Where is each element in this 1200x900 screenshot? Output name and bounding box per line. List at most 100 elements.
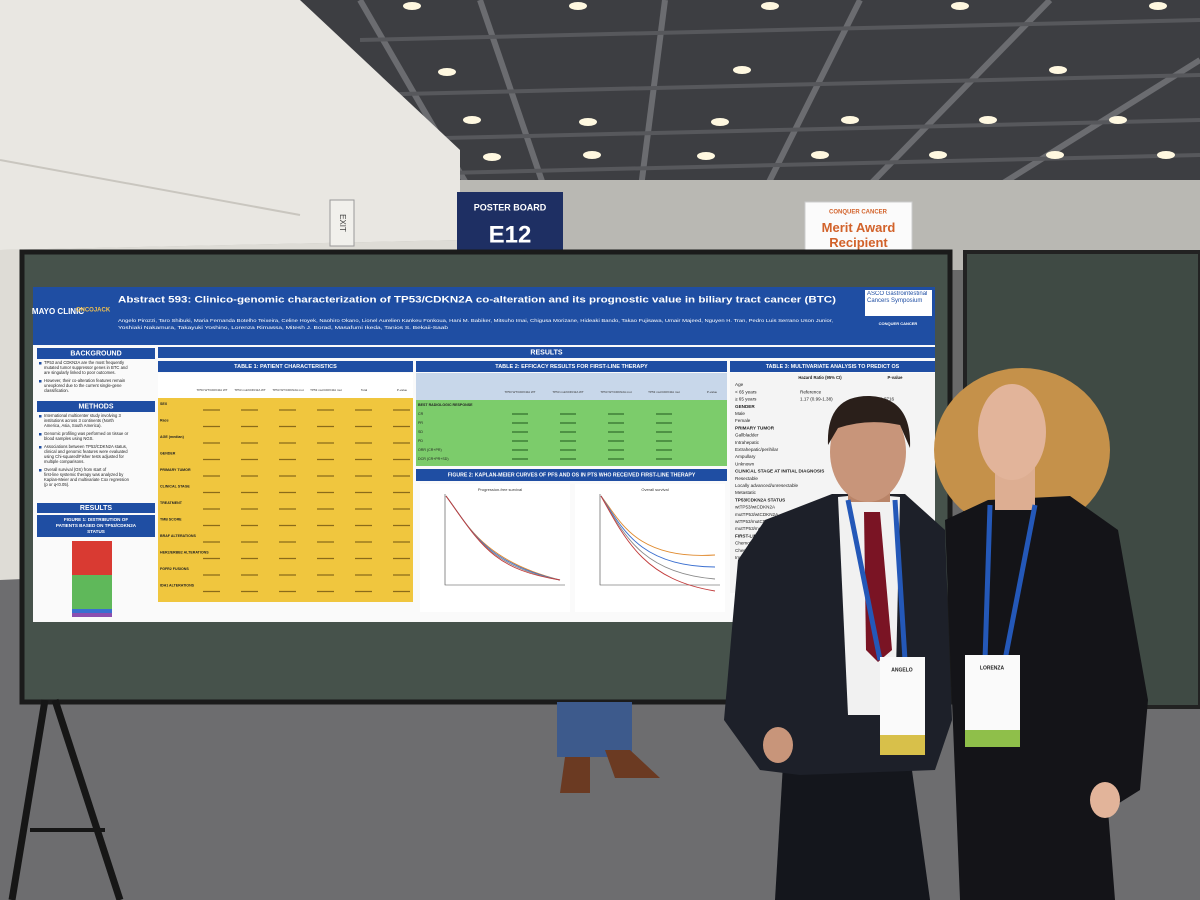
row-label: IDH1 ALTERATIONS bbox=[160, 583, 195, 587]
row-label: BRAF ALTERATIONS bbox=[160, 534, 196, 538]
column-header: TP53 mut/CDKN2A WT bbox=[552, 390, 584, 394]
ceiling-light bbox=[841, 116, 859, 124]
row-label: Metastatic bbox=[735, 490, 757, 495]
ceiling-light bbox=[1109, 116, 1127, 124]
row-label: ORR (CR+PR) bbox=[418, 448, 442, 452]
row-label: Extrahepatic/perihilar bbox=[735, 447, 779, 452]
stacked-segment bbox=[72, 575, 112, 609]
row-label: ≥ 65 years bbox=[735, 397, 757, 402]
section-title: TABLE 3: MULTIVARIATE ANALYSIS TO PREDIC… bbox=[766, 364, 900, 370]
ceiling-light bbox=[1149, 2, 1167, 10]
column-header: Total bbox=[361, 388, 368, 392]
ceiling-light bbox=[569, 2, 587, 10]
row-label: TMB SCORE bbox=[160, 517, 182, 521]
ceiling-light bbox=[583, 151, 601, 159]
cell-text: 0.0716 bbox=[880, 397, 894, 402]
plot-axes bbox=[599, 494, 720, 586]
row-label: PRIMARY TUMOR bbox=[735, 425, 775, 430]
bullet bbox=[39, 362, 42, 365]
side-wall bbox=[0, 0, 460, 250]
row-label: mutTP53/wtCDKN2A bbox=[735, 512, 779, 517]
column-header: TP53 WT/CDKN2A mut bbox=[272, 388, 304, 392]
row-label: Locally advanced/unresectable bbox=[735, 483, 799, 488]
plot-title: Progression-free survival bbox=[478, 487, 522, 492]
hand bbox=[1090, 782, 1120, 818]
plot-axes bbox=[444, 494, 565, 586]
stacked-segment bbox=[72, 541, 112, 575]
poster: MAYO CLINIC ONCOJACK ASCO Gastrointestin… bbox=[32, 287, 935, 622]
symposium-logo: ASCO Gastrointestinal Cancers Symposium bbox=[867, 291, 927, 304]
badge-name: ANGELO bbox=[891, 667, 913, 673]
section-header bbox=[158, 361, 413, 372]
symposium-logo-box bbox=[865, 290, 932, 316]
ceiling-light bbox=[1049, 66, 1067, 74]
award-title-box: Merit Award Recipient bbox=[822, 220, 896, 250]
km-curve bbox=[600, 495, 716, 580]
row-label: Race bbox=[160, 418, 169, 422]
column-header: P-value bbox=[888, 375, 904, 380]
beam bbox=[359, 118, 1200, 142]
cell-text: 1.17 (0.99-1.38) bbox=[800, 397, 833, 402]
easel-leg bbox=[51, 698, 124, 900]
section-header bbox=[158, 347, 935, 358]
row-label: CLINICAL STAGE AT INITIAL DIAGNOSIS bbox=[735, 469, 824, 474]
easel-legs bbox=[8, 698, 124, 900]
section-title: TABLE 2: EFFICACY RESULTS FOR FIRST-LINE… bbox=[495, 364, 648, 370]
row-label: Male bbox=[735, 411, 745, 416]
bullet-text: International multicenter study involvin… bbox=[44, 413, 121, 428]
row-label: DCR (CR+PR+SD) bbox=[418, 457, 449, 461]
background-person-legs bbox=[557, 702, 632, 757]
bullet bbox=[39, 446, 42, 449]
row-label: TREATMENT bbox=[160, 501, 183, 505]
section-header bbox=[37, 401, 155, 412]
table-body bbox=[158, 398, 413, 602]
row-label: < 65 years bbox=[735, 389, 757, 394]
background-person-shoes bbox=[560, 750, 660, 793]
plot-frame bbox=[420, 484, 570, 612]
column-header: TP53 WT/CDKN2A WT bbox=[504, 390, 535, 394]
row-label: PD bbox=[418, 439, 423, 443]
wall-seam bbox=[0, 159, 301, 216]
stacked-segment bbox=[72, 609, 112, 613]
foundation-logo: CONQUER CANCER bbox=[879, 321, 918, 326]
column-header: TP53 mut/CDKN2A mut bbox=[310, 388, 342, 392]
ceiling-light bbox=[403, 2, 421, 10]
row-label: PR bbox=[418, 421, 423, 425]
ceiling-light bbox=[951, 2, 969, 10]
column-header: TP53 WT/CDKN2A WT bbox=[196, 388, 227, 392]
row-label: mutTP53/mutCDKN2A bbox=[735, 526, 782, 531]
ceiling-light bbox=[761, 2, 779, 10]
row-label: CLINICAL STAGE bbox=[160, 484, 190, 488]
column-header: TP53 WT/CDKN2A mut bbox=[600, 390, 632, 394]
ceiling-light bbox=[1157, 151, 1175, 159]
row-label: FGFR2 FUSIONS bbox=[160, 567, 189, 571]
table-head bbox=[158, 373, 413, 398]
beam bbox=[359, 153, 1200, 177]
presenter-woman: LORENZA bbox=[934, 368, 1148, 900]
ceiling-light bbox=[463, 116, 481, 124]
plot-title: Overall survival bbox=[641, 487, 668, 492]
cell-text: Reference bbox=[800, 389, 822, 394]
section-title: METHODS bbox=[79, 403, 114, 410]
ceiling-light bbox=[929, 151, 947, 159]
column-header: Hazard Ratio (95% CI) bbox=[798, 375, 842, 380]
face bbox=[830, 402, 906, 502]
ceiling-light bbox=[979, 116, 997, 124]
row-label: Resectable bbox=[735, 476, 758, 481]
section-header bbox=[37, 348, 155, 359]
section-header bbox=[416, 469, 727, 481]
row-label: TP53/CDKN2A STATUS bbox=[735, 497, 785, 502]
row-label: BEST RADIOLOGIC RESPONSE bbox=[418, 403, 473, 407]
exit-text: EXIT bbox=[338, 214, 347, 232]
lab-logo: ONCOJACK bbox=[76, 308, 111, 314]
figure-header bbox=[37, 515, 155, 537]
row-label: GENDER bbox=[735, 404, 755, 409]
plot-frame bbox=[575, 484, 725, 612]
bullet-text: Genomic profiling was performed on tissu… bbox=[44, 431, 129, 441]
row-label: HER2/ERBB2 ALTERATIONS bbox=[160, 550, 209, 554]
row-label: PRIMARY TUMOR bbox=[160, 468, 191, 472]
beam bbox=[359, 18, 1200, 42]
row-label: wtTP53/wtCDKN2A bbox=[735, 505, 776, 510]
poster-authors: Angelo Pirozzi, Taro Shibuki, Maria Fern… bbox=[118, 318, 833, 323]
